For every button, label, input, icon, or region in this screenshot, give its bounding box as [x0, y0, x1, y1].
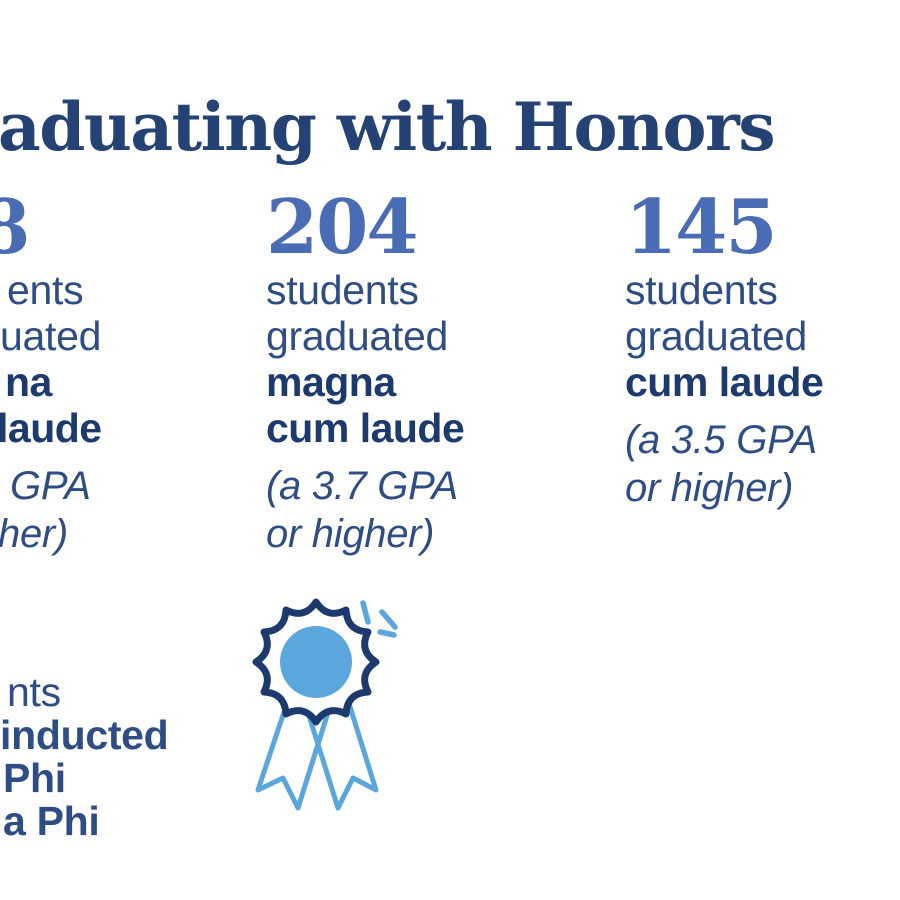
- stat-gpa-line: GPA: [10, 464, 91, 508]
- sparkle-icon: [360, 600, 398, 638]
- stat-column-cropped: 8 ents uated na laude GPA her): [0, 190, 290, 620]
- stat-line: laude: [0, 405, 102, 451]
- stat-line: students: [266, 267, 419, 313]
- award-ribbon-icon: [252, 598, 398, 811]
- stat-gpa-line: (a 3.7 GPA: [266, 464, 458, 508]
- stat-column-magna-cum-laude: 204 students graduated magna cum laude (…: [266, 190, 556, 620]
- stat-line: magna: [266, 359, 396, 405]
- induction-line: inducted: [0, 712, 169, 758]
- induction-stat-cropped: nts inducted Phi a Phi: [0, 672, 300, 852]
- induction-line: nts: [7, 669, 61, 715]
- rosette-center: [280, 626, 352, 698]
- stat-line: uated: [0, 313, 102, 359]
- stat-line: cum laude: [625, 359, 824, 405]
- stat-column-cum-laude: 145 students graduated cum laude (a 3.5 …: [625, 190, 900, 620]
- stat-number: 8: [0, 183, 30, 271]
- page-title: aduating with Honors: [0, 88, 776, 167]
- stat-line: graduated: [266, 313, 448, 359]
- stat-line: ents: [7, 267, 84, 313]
- stat-line: cum laude: [266, 405, 465, 451]
- induction-line: Phi: [3, 755, 66, 801]
- induction-line: a Phi: [3, 798, 100, 844]
- stat-line: students: [625, 267, 778, 313]
- stat-number: 204: [266, 183, 419, 271]
- stat-gpa-line: her): [0, 512, 68, 556]
- stat-gpa-line: or higher): [266, 512, 435, 556]
- stat-line: na: [5, 359, 52, 405]
- stat-number: 145: [625, 183, 778, 271]
- stat-line: graduated: [625, 313, 807, 359]
- stat-gpa-line: (a 3.5 GPA: [625, 418, 817, 462]
- ribbon-tails: [255, 691, 379, 811]
- stat-gpa-line: or higher): [625, 466, 794, 510]
